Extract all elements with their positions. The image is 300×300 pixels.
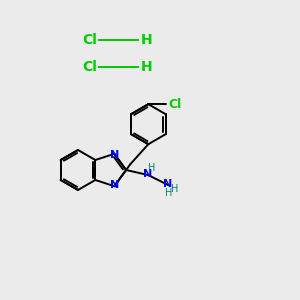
Text: H: H xyxy=(148,163,156,173)
Text: N: N xyxy=(143,169,153,179)
Text: Cl: Cl xyxy=(82,33,97,47)
Text: N: N xyxy=(110,180,119,190)
Text: Cl: Cl xyxy=(168,98,182,111)
Text: H: H xyxy=(171,184,179,194)
Text: N: N xyxy=(110,150,119,160)
Text: H: H xyxy=(141,33,153,47)
Text: Cl: Cl xyxy=(82,60,97,74)
Text: H: H xyxy=(165,188,173,198)
Text: H: H xyxy=(141,60,153,74)
Text: N: N xyxy=(164,179,173,189)
